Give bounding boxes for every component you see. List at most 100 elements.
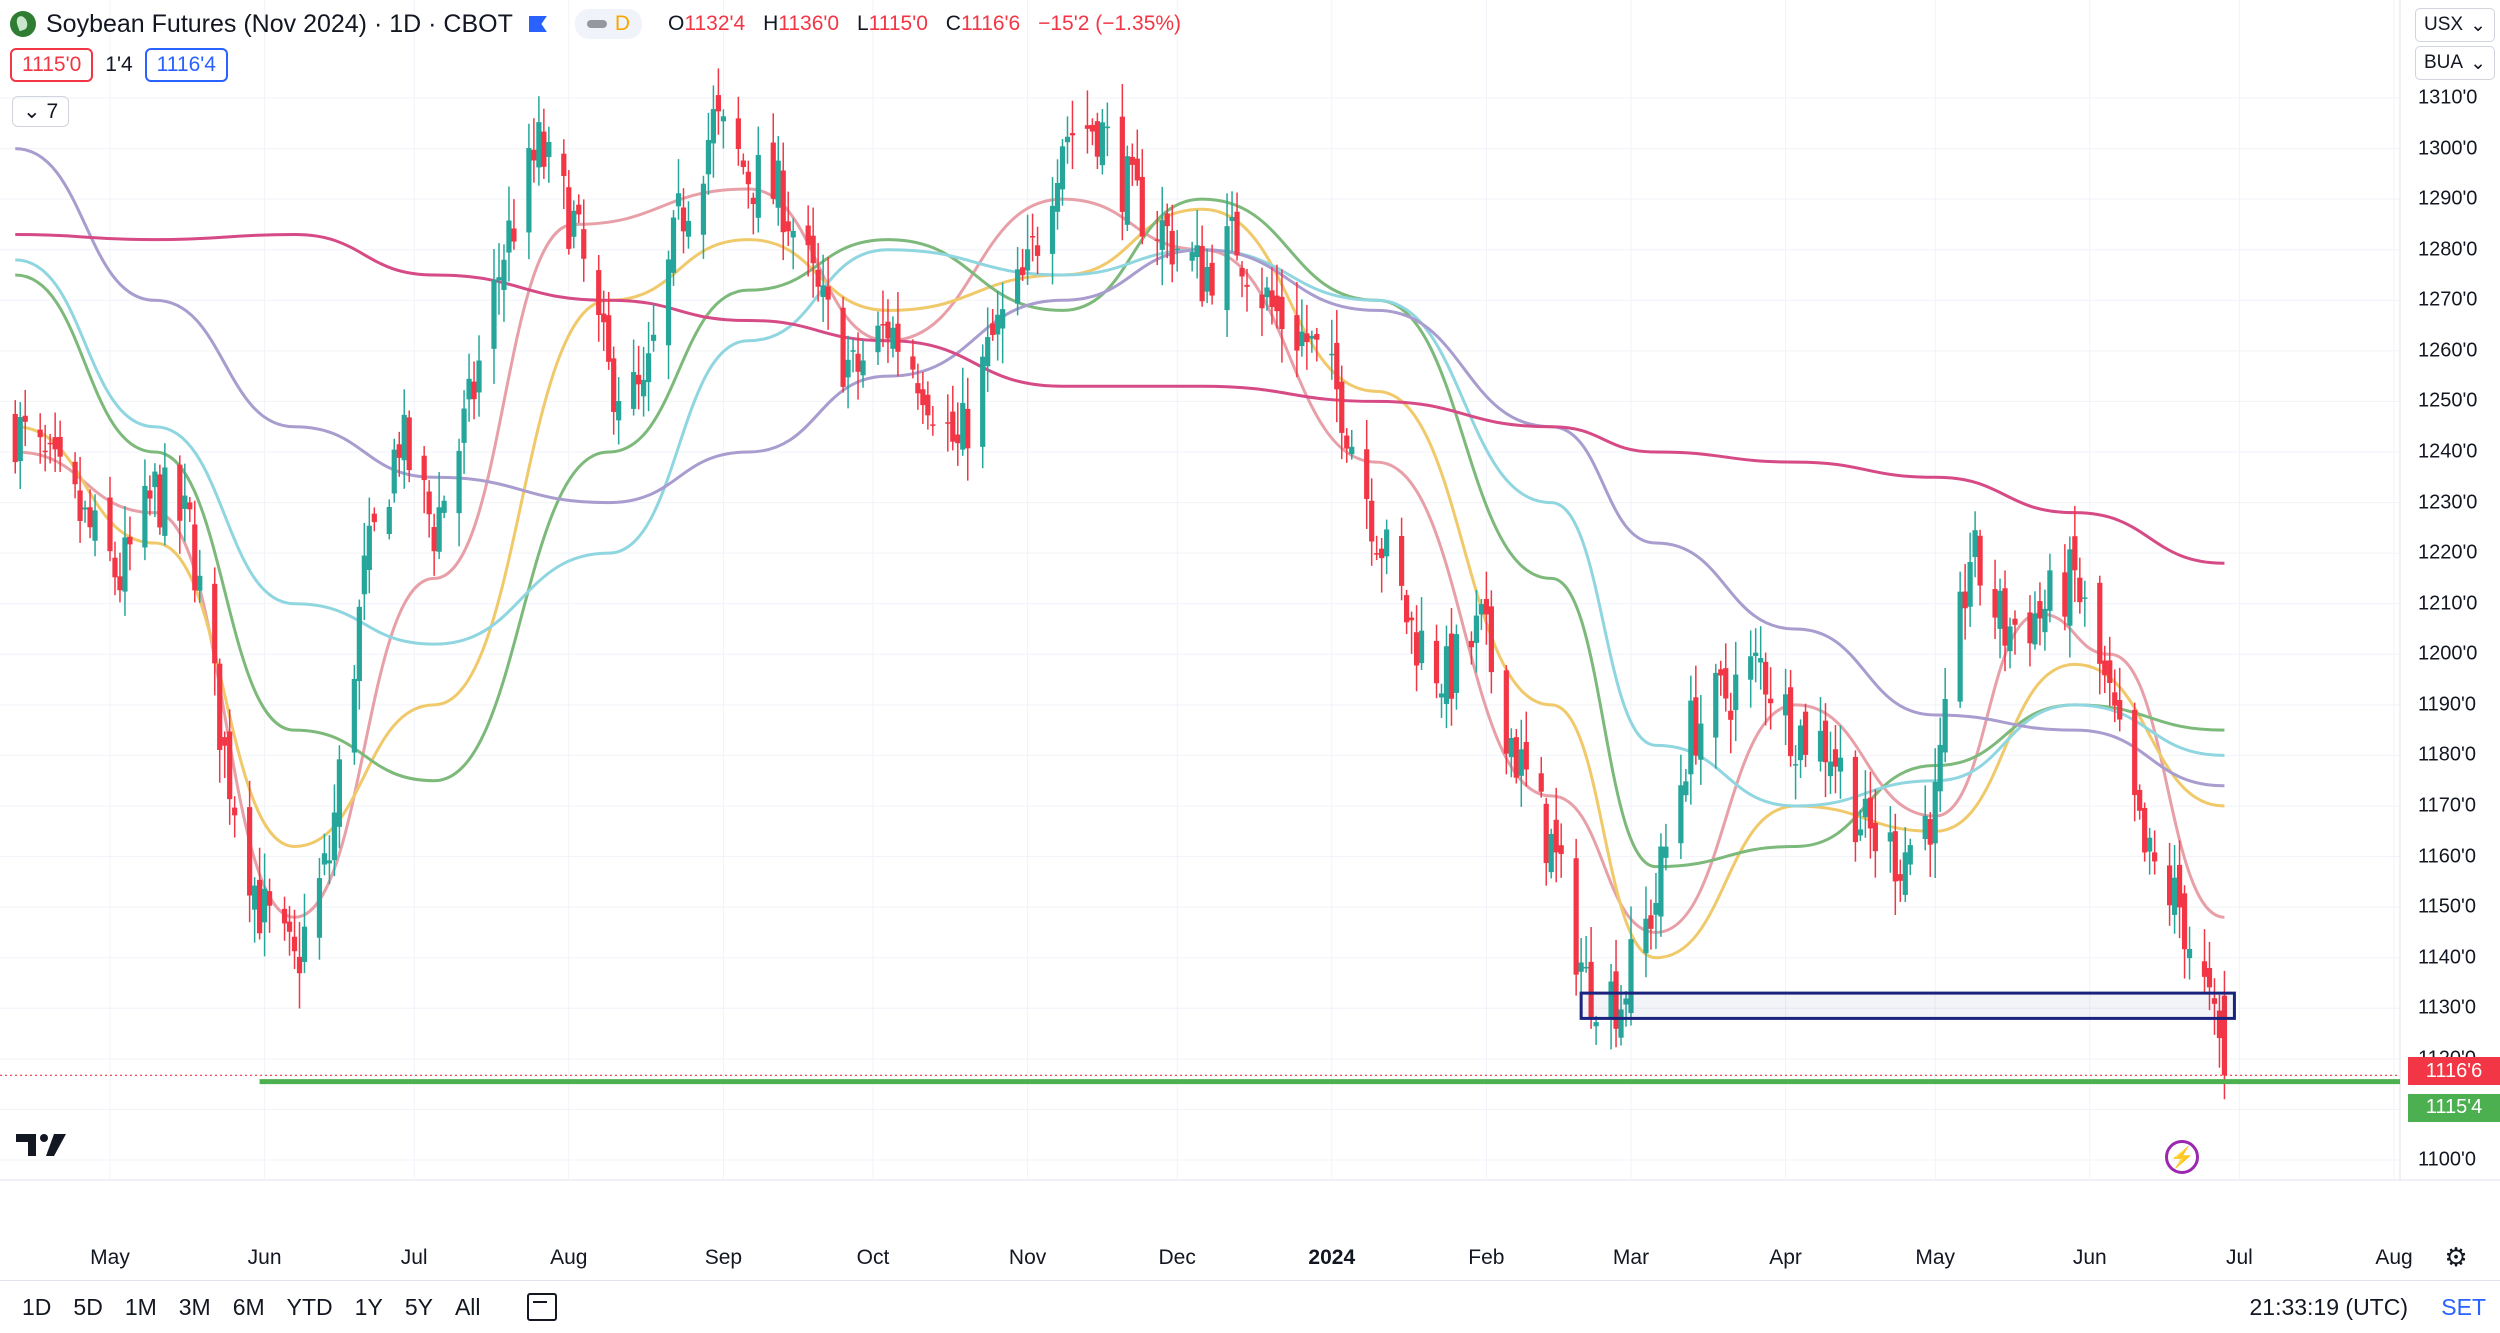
range-button[interactable]: 1M bbox=[124, 1293, 157, 1320]
range-button[interactable]: 6M bbox=[232, 1293, 265, 1320]
currency-select[interactable]: USX ⌄ bbox=[2415, 8, 2495, 42]
candle bbox=[1344, 428, 1350, 463]
candle-body bbox=[261, 888, 268, 923]
candle bbox=[1663, 823, 1669, 871]
candle bbox=[2206, 941, 2213, 1011]
candle bbox=[187, 497, 193, 522]
candle-body bbox=[1234, 211, 1240, 256]
candle bbox=[1827, 731, 1834, 794]
candle-body bbox=[1209, 262, 1215, 296]
lightning-icon[interactable]: ⚡ bbox=[2165, 1140, 2199, 1174]
candle-body bbox=[1274, 295, 1280, 312]
clock[interactable]: 21:33:19 (UTC) bbox=[2249, 1293, 2408, 1320]
candle bbox=[770, 113, 776, 205]
candle-body bbox=[955, 434, 961, 444]
candle-body bbox=[326, 860, 333, 864]
candle-body bbox=[1154, 239, 1160, 241]
price-chart[interactable] bbox=[0, 0, 2500, 1280]
chevron-down-icon: ⌄ bbox=[23, 100, 41, 123]
candle-body bbox=[710, 109, 717, 144]
interval-badge[interactable]: D bbox=[574, 9, 643, 39]
candle-body bbox=[232, 807, 238, 816]
y-tick-label: 1210'0 bbox=[2418, 592, 2478, 615]
candle bbox=[1648, 899, 1654, 950]
range-button[interactable]: 1Y bbox=[354, 1293, 383, 1320]
candle bbox=[1448, 608, 1455, 726]
candle-body bbox=[1887, 832, 1893, 842]
candle-body bbox=[1613, 971, 1619, 1029]
buy-button[interactable]: 1116'4 bbox=[144, 48, 228, 82]
candle-body bbox=[985, 337, 991, 367]
candle bbox=[2097, 575, 2103, 695]
candle-body bbox=[2027, 612, 2033, 644]
candle bbox=[212, 567, 218, 696]
moving-average-line bbox=[15, 248, 2225, 808]
moving-average-line bbox=[15, 197, 2225, 869]
range-button[interactable]: All bbox=[454, 1293, 481, 1320]
candle bbox=[1907, 838, 1913, 876]
candle bbox=[2042, 589, 2048, 651]
unit-select[interactable]: BUA ⌄ bbox=[2415, 46, 2495, 80]
indicators-toggle[interactable]: ⌄ 7 bbox=[12, 96, 70, 127]
range-button[interactable]: 1D bbox=[22, 1293, 52, 1320]
candle-body bbox=[177, 464, 183, 521]
flag-icon[interactable] bbox=[528, 16, 547, 32]
candle bbox=[217, 658, 223, 783]
candle-body bbox=[1104, 126, 1110, 129]
candle bbox=[960, 367, 966, 456]
candle bbox=[601, 290, 607, 351]
y-tick-label: 1160'0 bbox=[2418, 845, 2476, 868]
candle-body bbox=[1967, 562, 1973, 607]
candle-body bbox=[745, 171, 751, 185]
support-zone-box bbox=[1579, 991, 2236, 1020]
candle-body bbox=[1937, 744, 1943, 792]
candle-body bbox=[371, 513, 377, 523]
gear-icon[interactable]: ⚙ bbox=[2444, 1242, 2468, 1272]
candle-body bbox=[805, 225, 811, 246]
candle-body bbox=[286, 921, 293, 932]
candle-body bbox=[1084, 125, 1091, 129]
candle-body bbox=[182, 495, 188, 509]
candle bbox=[112, 541, 118, 596]
candle bbox=[980, 344, 986, 469]
tradingview-logo-icon[interactable] bbox=[16, 1130, 70, 1158]
candle bbox=[2072, 505, 2078, 603]
calendar-icon[interactable] bbox=[526, 1293, 557, 1321]
candle-body bbox=[1822, 720, 1829, 763]
range-button[interactable]: 3M bbox=[178, 1293, 211, 1320]
candle-body bbox=[1399, 536, 1405, 586]
candle-body bbox=[1753, 652, 1759, 656]
session-button[interactable]: SET bbox=[2441, 1293, 2486, 1320]
candle-body bbox=[1588, 961, 1594, 1018]
candle bbox=[850, 338, 856, 373]
range-button[interactable]: 5Y bbox=[404, 1293, 433, 1320]
candle-body bbox=[576, 204, 582, 215]
candle bbox=[1658, 833, 1664, 937]
candle-body bbox=[1314, 333, 1320, 340]
candle-body bbox=[930, 424, 936, 426]
candle-body bbox=[22, 415, 28, 422]
candle-body bbox=[1718, 669, 1724, 676]
visibility-icon[interactable] bbox=[586, 20, 607, 28]
candle bbox=[1089, 118, 1096, 146]
range-button[interactable]: YTD bbox=[286, 1293, 333, 1320]
open-value: 1132'4 bbox=[684, 12, 746, 35]
candle-body bbox=[536, 122, 542, 168]
candle-body bbox=[252, 885, 258, 910]
candle bbox=[790, 218, 796, 270]
candle-body bbox=[1513, 737, 1519, 778]
range-button[interactable]: 5D bbox=[73, 1293, 103, 1320]
candle bbox=[1748, 630, 1754, 708]
chart-title[interactable]: Soybean Futures (Nov 2024) · 1D · CBOT bbox=[46, 9, 513, 38]
candle bbox=[616, 377, 622, 445]
candle-body bbox=[356, 606, 362, 682]
candle bbox=[840, 296, 846, 393]
candle bbox=[1194, 210, 1200, 279]
sell-button[interactable]: 1115'0 bbox=[10, 48, 94, 82]
candle bbox=[1234, 192, 1240, 261]
candle bbox=[805, 205, 811, 277]
candle bbox=[2037, 582, 2043, 646]
candle bbox=[1867, 771, 1873, 859]
candle bbox=[107, 476, 113, 562]
candle bbox=[22, 389, 28, 447]
